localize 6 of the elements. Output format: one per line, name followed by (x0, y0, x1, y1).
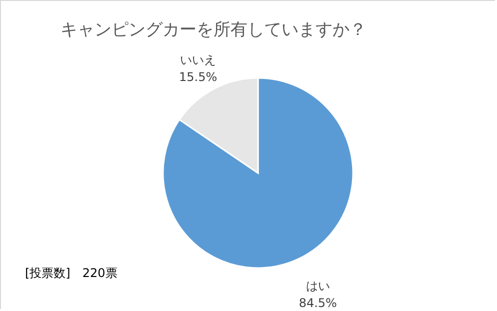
chart-title: キャンピングカーを所有していますか？ (60, 20, 366, 40)
data-label: 84.5% (298, 296, 337, 310)
slice-label: いいえ (180, 52, 216, 67)
slice-label: はい (306, 279, 330, 294)
data-label: 15.5% (179, 70, 218, 84)
text: [投票数] 220票 (25, 266, 118, 280)
